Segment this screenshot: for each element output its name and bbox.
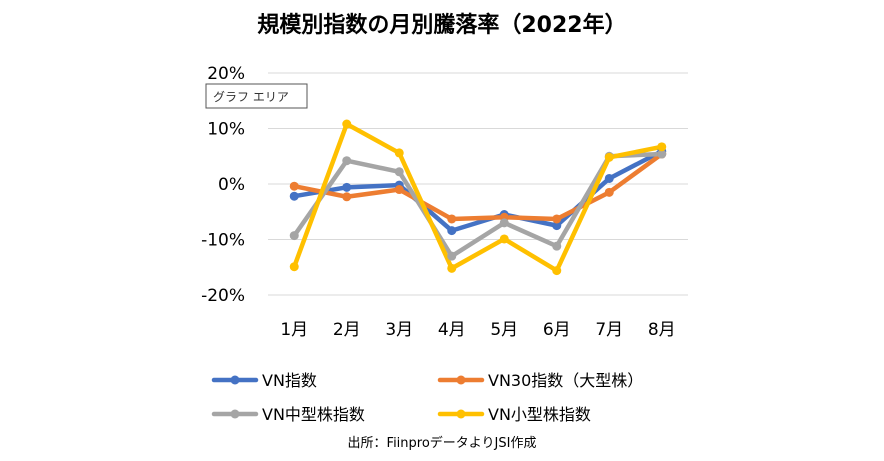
x-tick-label: 5月 <box>490 320 518 340</box>
data-point <box>657 142 667 152</box>
y-tick-label: 10% <box>207 120 245 140</box>
x-tick-label: 3月 <box>385 320 413 340</box>
chart-title: 規模別指数の月別騰落率（2022年） <box>257 12 626 38</box>
data-point <box>604 173 614 183</box>
data-point <box>394 167 404 177</box>
y-tick-label: 20% <box>207 64 245 84</box>
data-point <box>447 226 457 236</box>
data-point <box>552 241 562 251</box>
data-point <box>657 149 667 159</box>
series-line <box>292 149 664 233</box>
data-point <box>604 187 614 197</box>
data-point <box>499 234 509 244</box>
chart-area-tooltip: グラフ エリア <box>205 83 308 109</box>
legend-marker <box>456 375 466 385</box>
y-tick-label: 0% <box>218 175 245 195</box>
legend-label: VN中型株指数 <box>262 405 365 424</box>
legend-label: VN30指数（大型株） <box>488 371 643 390</box>
series-lines <box>292 121 664 273</box>
data-point <box>499 218 509 228</box>
series-markers <box>289 119 667 276</box>
x-tick-label: 4月 <box>438 320 466 340</box>
source-note: 出所：FiinproデータよりJSI作成 <box>348 435 537 451</box>
data-point <box>552 214 562 224</box>
data-point <box>289 262 299 272</box>
data-point <box>447 214 457 224</box>
legend-marker <box>230 375 240 385</box>
legend: VN指数 VN30指数（大型株） VN中型株指数 VN小型株指数 <box>211 371 643 424</box>
x-tick-label: 7月 <box>595 320 623 340</box>
data-point <box>342 182 352 192</box>
y-tick-label: -20% <box>201 286 245 306</box>
legend-marker <box>456 409 466 419</box>
data-point <box>604 152 614 162</box>
tooltip-label: グラフ エリア <box>213 90 289 104</box>
gridlines <box>268 72 688 296</box>
y-tick-label: -10% <box>201 231 245 251</box>
x-tick-label: 6月 <box>543 320 571 340</box>
data-point <box>394 185 404 195</box>
data-point <box>552 221 562 231</box>
data-point <box>289 191 299 201</box>
data-point <box>342 156 352 166</box>
data-point <box>394 148 404 158</box>
x-tick-label: 2月 <box>333 320 361 340</box>
x-tick-label: 1月 <box>280 320 308 340</box>
tooltip-box <box>205 83 308 109</box>
legend-label: VN小型株指数 <box>488 405 591 424</box>
data-point <box>342 192 352 202</box>
data-point <box>447 263 457 273</box>
y-axis-tick-labels: 20% 10% 0% -10% -20% <box>201 64 245 306</box>
series-line <box>292 121 664 273</box>
legend-marker <box>230 409 240 419</box>
x-tick-label: 8月 <box>648 320 676 340</box>
x-axis-tick-labels: 1月 2月 3月 4月 5月 6月 7月 8月 <box>280 320 675 340</box>
legend-label: VN指数 <box>262 371 317 390</box>
data-point <box>447 251 457 261</box>
data-point <box>289 181 299 191</box>
data-point <box>552 266 562 276</box>
data-point <box>342 119 352 129</box>
series-line <box>292 151 664 259</box>
series-line <box>292 151 664 222</box>
data-point <box>289 231 299 241</box>
